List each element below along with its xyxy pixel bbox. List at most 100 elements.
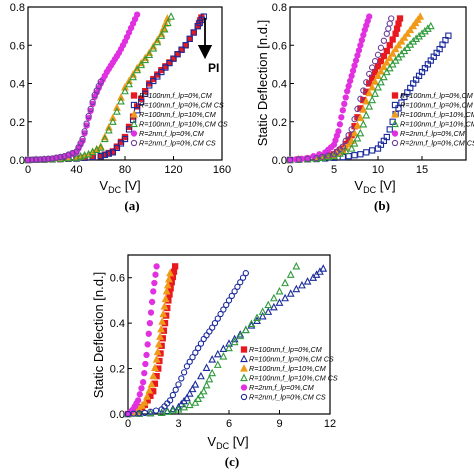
- legend-entry: R=100nm,f_lp=0%,CM: [139, 91, 212, 100]
- legend-marker: [391, 110, 399, 118]
- data-point: [87, 105, 94, 113]
- data-point: [393, 25, 401, 32]
- data-point: [100, 134, 109, 143]
- legend-entry: R=100nm,f_lp=10%,CM CS: [400, 120, 474, 129]
- data-point: [142, 360, 149, 368]
- y-axis-label: Static Deflection [n.d.]: [91, 272, 106, 398]
- data-point: [342, 137, 349, 145]
- data-point: [191, 398, 200, 406]
- data-point: [150, 288, 157, 295]
- data-point: [180, 369, 188, 376]
- data-point: [145, 330, 152, 337]
- data-point: [231, 288, 238, 295]
- data-point: [152, 355, 161, 363]
- data-point: [391, 44, 400, 53]
- data-point: [147, 408, 154, 415]
- data-point: [363, 149, 370, 156]
- x-tick-label: 10: [372, 164, 384, 176]
- data-point: [166, 397, 174, 404]
- data-point: [234, 283, 241, 290]
- pull-in-label: PI: [208, 61, 219, 75]
- data-point: [236, 330, 245, 338]
- data-point: [388, 49, 397, 57]
- x-tick-label: 0: [287, 164, 293, 176]
- legend-marker: [391, 130, 399, 137]
- x-tick-label: 15: [416, 164, 428, 176]
- legend-entry: R=2nm,f_lp=0%,CM CS: [139, 139, 216, 148]
- data-point: [304, 155, 311, 162]
- data-point: [360, 31, 367, 39]
- legend-entry: R=100nm,f_lp=0%,CM: [400, 91, 473, 100]
- data-point: [83, 122, 90, 129]
- legend-marker: [130, 92, 138, 99]
- data-point: [396, 15, 404, 22]
- data-point: [403, 29, 412, 37]
- series-4: [124, 263, 160, 418]
- data-point: [225, 343, 233, 352]
- data-point: [217, 310, 224, 318]
- data-point: [180, 402, 189, 411]
- data-point: [202, 363, 211, 371]
- data-point: [351, 116, 358, 123]
- data-point: [61, 153, 68, 160]
- data-point: [351, 62, 358, 69]
- data-point: [359, 105, 368, 113]
- data-point: [382, 58, 391, 66]
- data-point: [153, 263, 160, 270]
- data-point: [385, 63, 394, 72]
- data-point: [388, 15, 395, 22]
- data-point: [190, 29, 197, 36]
- data-point: [160, 302, 169, 310]
- data-point: [53, 154, 60, 161]
- data-point: [104, 125, 113, 134]
- data-point: [24, 156, 32, 164]
- data-point: [69, 149, 76, 157]
- data-point: [150, 77, 157, 85]
- data-point: [275, 298, 284, 306]
- data-point: [339, 143, 346, 150]
- y-tick-label: 0.0: [110, 409, 125, 421]
- data-point: [230, 334, 239, 343]
- data-point: [388, 59, 397, 68]
- data-point: [445, 32, 452, 39]
- data-point: [202, 380, 211, 389]
- data-point: [360, 87, 367, 94]
- data-point: [281, 278, 290, 287]
- data-point: [89, 98, 96, 106]
- y-tick-label: 0.8: [272, 2, 287, 14]
- data-point: [163, 407, 172, 415]
- data-point: [362, 110, 371, 119]
- data-point: [140, 398, 149, 406]
- legend-entry: R=100nm,f_lp=10%,CM: [139, 110, 216, 119]
- data-point: [406, 25, 415, 34]
- data-point: [356, 128, 365, 137]
- data-point: [208, 355, 217, 363]
- data-point: [319, 153, 326, 160]
- data-point: [105, 150, 112, 157]
- data-point: [354, 105, 361, 113]
- data-point: [214, 315, 221, 322]
- data-point: [154, 73, 161, 80]
- data-point: [350, 139, 359, 147]
- data-point: [117, 140, 125, 147]
- data-point: [149, 44, 158, 52]
- data-point: [85, 114, 92, 122]
- data-point: [159, 309, 168, 318]
- data-point: [371, 89, 379, 97]
- data-point: [383, 30, 390, 37]
- data-point: [342, 94, 349, 101]
- data-point: [200, 13, 207, 20]
- data-point: [313, 154, 320, 162]
- data-point: [144, 341, 151, 348]
- data-point: [151, 279, 158, 287]
- data-point: [389, 36, 396, 43]
- data-point: [137, 60, 146, 69]
- data-point: [79, 135, 86, 143]
- data-point: [32, 156, 40, 163]
- data-point: [242, 270, 249, 277]
- data-point: [81, 128, 88, 135]
- data-point: [171, 263, 179, 270]
- x-tick-label: 9: [276, 418, 282, 430]
- data-point: [213, 360, 222, 368]
- x-axis-label: VDC [V]: [207, 434, 248, 451]
